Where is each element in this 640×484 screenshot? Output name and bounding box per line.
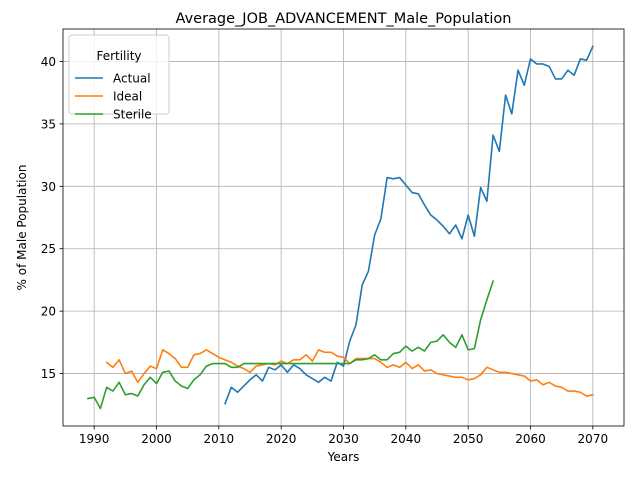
axis-ticks: 1990 2000 2010 2020 2030 2040 2050 2060 20701520…	[41, 55, 608, 446]
x-tick-label: 2020	[266, 432, 297, 446]
chart-title: Average_JOB_ADVANCEMENT_Male_Population	[176, 11, 512, 27]
series-line-actual	[224, 45, 594, 405]
y-tick-label: 40	[41, 55, 56, 69]
legend: Fertility Actual Ideal Sterile	[68, 34, 170, 122]
legend-entries: Actual Ideal Sterile	[75, 72, 152, 122]
x-tick-label: 2060	[515, 432, 546, 446]
y-tick-label: 25	[41, 242, 56, 256]
x-tick-label: 2050	[453, 432, 484, 446]
grid-lines	[63, 29, 624, 426]
x-tick-label: 2030	[328, 432, 359, 446]
legend-box	[68, 34, 170, 115]
series-line-sterile	[86, 280, 495, 410]
x-tick-label: 2040	[391, 432, 422, 446]
x-tick-label: 2070	[578, 432, 609, 446]
x-tick-label: 1990	[79, 432, 110, 446]
y-tick-label: 35	[41, 117, 56, 131]
series-lines	[86, 45, 594, 410]
y-tick-label: 20	[41, 305, 56, 319]
legend-label-actual: Actual	[113, 72, 151, 86]
x-tick-label: 2010	[204, 432, 235, 446]
legend-title: Fertility	[96, 49, 141, 63]
legend-label-ideal: Ideal	[113, 90, 142, 104]
y-axis-label: % of Male Population	[15, 165, 29, 291]
y-tick-label: 30	[41, 180, 56, 194]
x-axis-label: Years	[327, 450, 360, 464]
x-tick-label: 2000	[141, 432, 172, 446]
y-tick-label: 15	[41, 367, 56, 381]
legend-label-sterile: Sterile	[113, 108, 152, 122]
